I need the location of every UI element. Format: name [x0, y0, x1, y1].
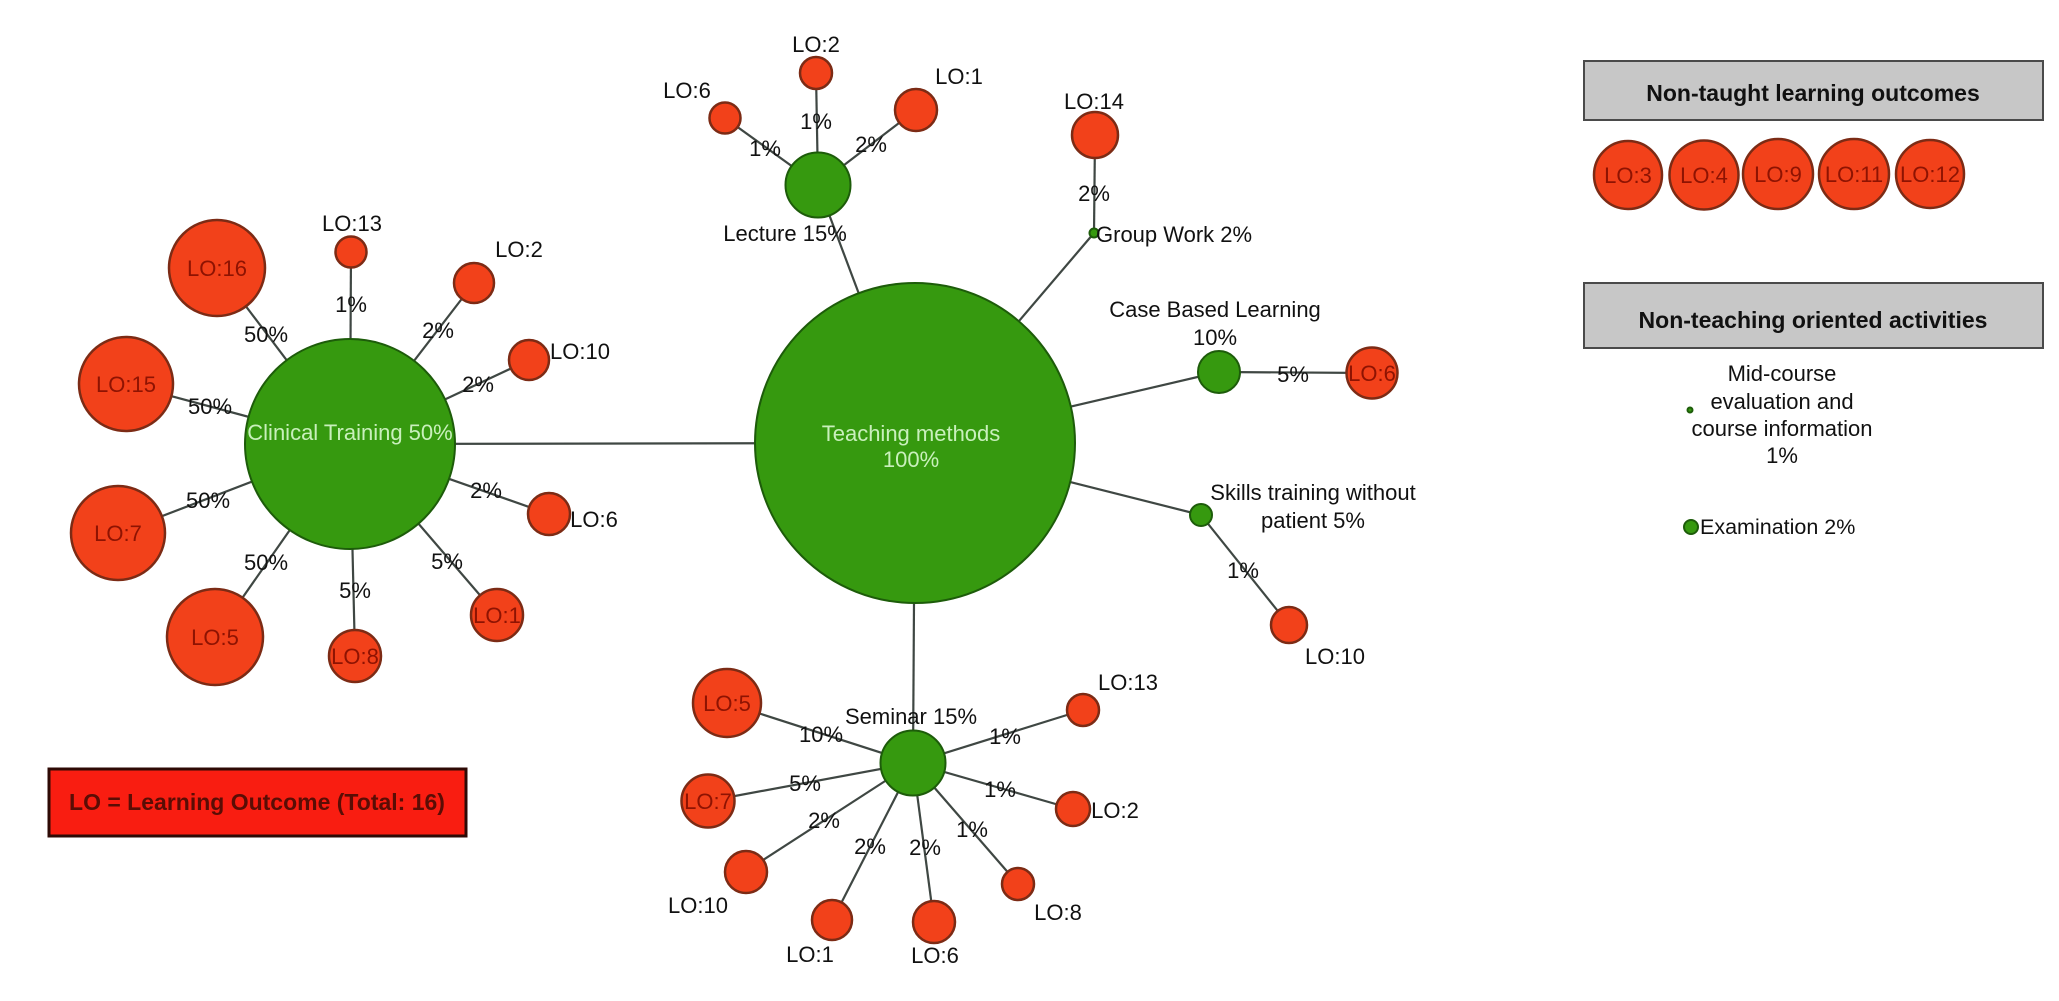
svg-text:LO:14: LO:14 — [1064, 89, 1124, 114]
svg-text:Examination 2%: Examination 2% — [1700, 515, 1855, 539]
svg-text:LO:1: LO:1 — [935, 64, 983, 89]
svg-text:5%: 5% — [789, 771, 821, 796]
svg-text:LO:1: LO:1 — [473, 603, 521, 628]
svg-text:LO:2: LO:2 — [1091, 798, 1139, 823]
svg-text:LO:8: LO:8 — [1034, 900, 1082, 925]
svg-text:50%: 50% — [244, 322, 288, 347]
svg-text:LO:7: LO:7 — [684, 789, 732, 814]
svg-text:LO:6: LO:6 — [663, 78, 711, 103]
svg-text:LO:1: LO:1 — [786, 942, 834, 967]
svg-text:Case Based Learning: Case Based Learning — [1109, 297, 1321, 322]
svg-text:LO:8: LO:8 — [331, 644, 379, 669]
svg-text:LO:6: LO:6 — [570, 507, 618, 532]
svg-text:1%: 1% — [989, 724, 1021, 749]
svg-text:2%: 2% — [422, 318, 454, 343]
svg-text:LO:2: LO:2 — [495, 237, 543, 262]
svg-text:LO:5: LO:5 — [191, 625, 239, 650]
svg-text:LO:6: LO:6 — [1348, 361, 1396, 386]
svg-text:LO:5: LO:5 — [703, 691, 751, 716]
svg-text:10%: 10% — [1193, 325, 1237, 350]
svg-text:50%: 50% — [188, 394, 232, 419]
svg-text:1%: 1% — [956, 817, 988, 842]
svg-text:1%: 1% — [1227, 558, 1259, 583]
svg-text:course information: course information — [1692, 416, 1873, 441]
svg-text:Lecture 15%: Lecture 15% — [723, 221, 847, 246]
svg-text:LO:10: LO:10 — [1305, 644, 1365, 669]
svg-text:LO:2: LO:2 — [792, 32, 840, 57]
svg-text:1%: 1% — [335, 292, 367, 317]
svg-text:LO:3: LO:3 — [1604, 163, 1652, 188]
svg-text:2%: 2% — [855, 132, 887, 157]
svg-text:evaluation and: evaluation and — [1710, 389, 1853, 414]
svg-text:Group Work 2%: Group Work 2% — [1096, 222, 1252, 247]
svg-text:5%: 5% — [431, 549, 463, 574]
svg-text:1%: 1% — [749, 136, 781, 161]
svg-text:2%: 2% — [1078, 181, 1110, 206]
svg-text:Mid-course: Mid-course — [1728, 361, 1837, 386]
svg-text:patient 5%: patient 5% — [1261, 508, 1365, 533]
svg-text:2%: 2% — [909, 835, 941, 860]
svg-text:LO:16: LO:16 — [187, 256, 247, 281]
svg-text:2%: 2% — [470, 478, 502, 503]
svg-text:2%: 2% — [462, 372, 494, 397]
svg-text:LO:9: LO:9 — [1754, 162, 1802, 187]
svg-text:Teaching methods: Teaching methods — [822, 421, 1001, 446]
svg-text:5%: 5% — [1277, 362, 1309, 387]
svg-text:1%: 1% — [984, 777, 1016, 802]
svg-text:LO:13: LO:13 — [322, 211, 382, 236]
svg-text:LO = Learning Outcome (Total:: LO = Learning Outcome (Total: 16) — [69, 789, 445, 815]
svg-text:50%: 50% — [186, 488, 230, 513]
svg-text:LO:11: LO:11 — [1825, 162, 1883, 187]
svg-text:50%: 50% — [244, 550, 288, 575]
svg-text:5%: 5% — [339, 578, 371, 603]
svg-text:LO:15: LO:15 — [96, 372, 156, 397]
svg-text:LO:10: LO:10 — [550, 339, 610, 364]
svg-text:1%: 1% — [800, 109, 832, 134]
svg-text:LO:7: LO:7 — [94, 521, 142, 546]
svg-text:Skills training without: Skills training without — [1210, 480, 1415, 505]
svg-text:LO:6: LO:6 — [911, 943, 959, 968]
svg-text:Non-teaching oriented activiti: Non-teaching oriented activities — [1639, 307, 1988, 333]
svg-text:LO:13: LO:13 — [1098, 670, 1158, 695]
svg-text:Non-taught learning outcomes: Non-taught learning outcomes — [1646, 80, 1980, 106]
svg-text:LO:12: LO:12 — [1900, 162, 1960, 187]
svg-text:LO:4: LO:4 — [1680, 163, 1728, 188]
svg-text:2%: 2% — [808, 808, 840, 833]
svg-text:LO:10: LO:10 — [668, 893, 728, 918]
svg-text:10%: 10% — [799, 722, 843, 747]
svg-text:100%: 100% — [883, 447, 939, 472]
svg-text:2%: 2% — [854, 834, 886, 859]
svg-text:Clinical Training 50%: Clinical Training 50% — [247, 420, 452, 445]
svg-text:1%: 1% — [1766, 443, 1798, 468]
svg-text:Seminar 15%: Seminar 15% — [845, 704, 977, 729]
